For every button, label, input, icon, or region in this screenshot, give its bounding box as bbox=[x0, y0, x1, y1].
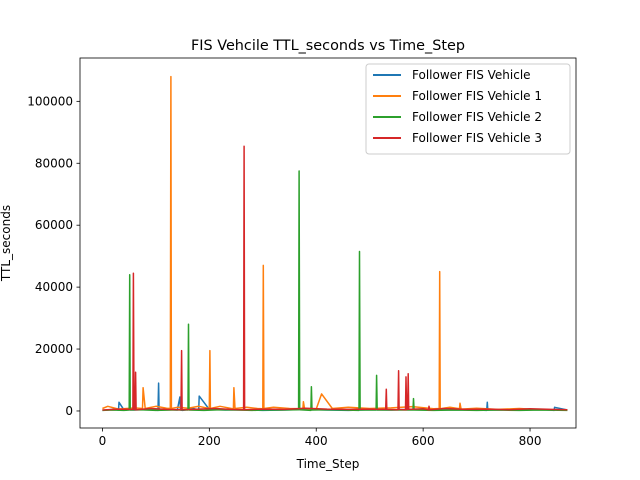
y-axis-label: TTL_seconds bbox=[0, 205, 13, 282]
y-tick-label-1: 20000 bbox=[35, 342, 73, 356]
x-tick-label-4: 800 bbox=[519, 434, 542, 448]
chart-title: FIS Vehcile TTL_seconds vs Time_Step bbox=[191, 38, 465, 54]
series-line-2 bbox=[102, 170, 568, 412]
series-line-3 bbox=[102, 145, 568, 411]
legend-box bbox=[365, 63, 571, 155]
legend-label-1: Follower FIS Vehicle 1 bbox=[412, 89, 542, 103]
legend-label-3: Follower FIS Vehicle 3 bbox=[412, 131, 542, 145]
y-tick-label-2: 40000 bbox=[35, 280, 73, 294]
x-tick-label-0: 0 bbox=[99, 434, 107, 448]
x-tick-label-2: 400 bbox=[305, 434, 328, 448]
legend: Follower FIS Vehicle Follower FIS Vehicle… bbox=[365, 63, 571, 155]
y-tick-label-4: 80000 bbox=[35, 156, 73, 170]
x-tick-label-3: 600 bbox=[412, 434, 435, 448]
y-tick-label-3: 60000 bbox=[35, 218, 73, 232]
y-tick-label-5: 100000 bbox=[27, 94, 73, 108]
plot-area bbox=[102, 75, 568, 412]
axes-frame bbox=[79, 57, 577, 429]
legend-label-0: Follower FIS Vehicle bbox=[412, 68, 531, 82]
y-tick-label-0: 0 bbox=[65, 404, 73, 418]
x-axis-label: Time_Step bbox=[296, 457, 360, 471]
axis-ticks: 0 200 400 600 800 0 20000 40000 60000 80000 100000 bbox=[27, 94, 541, 448]
x-tick-label-1: 200 bbox=[198, 434, 221, 448]
legend-label-2: Follower FIS Vehicle 2 bbox=[412, 110, 542, 124]
